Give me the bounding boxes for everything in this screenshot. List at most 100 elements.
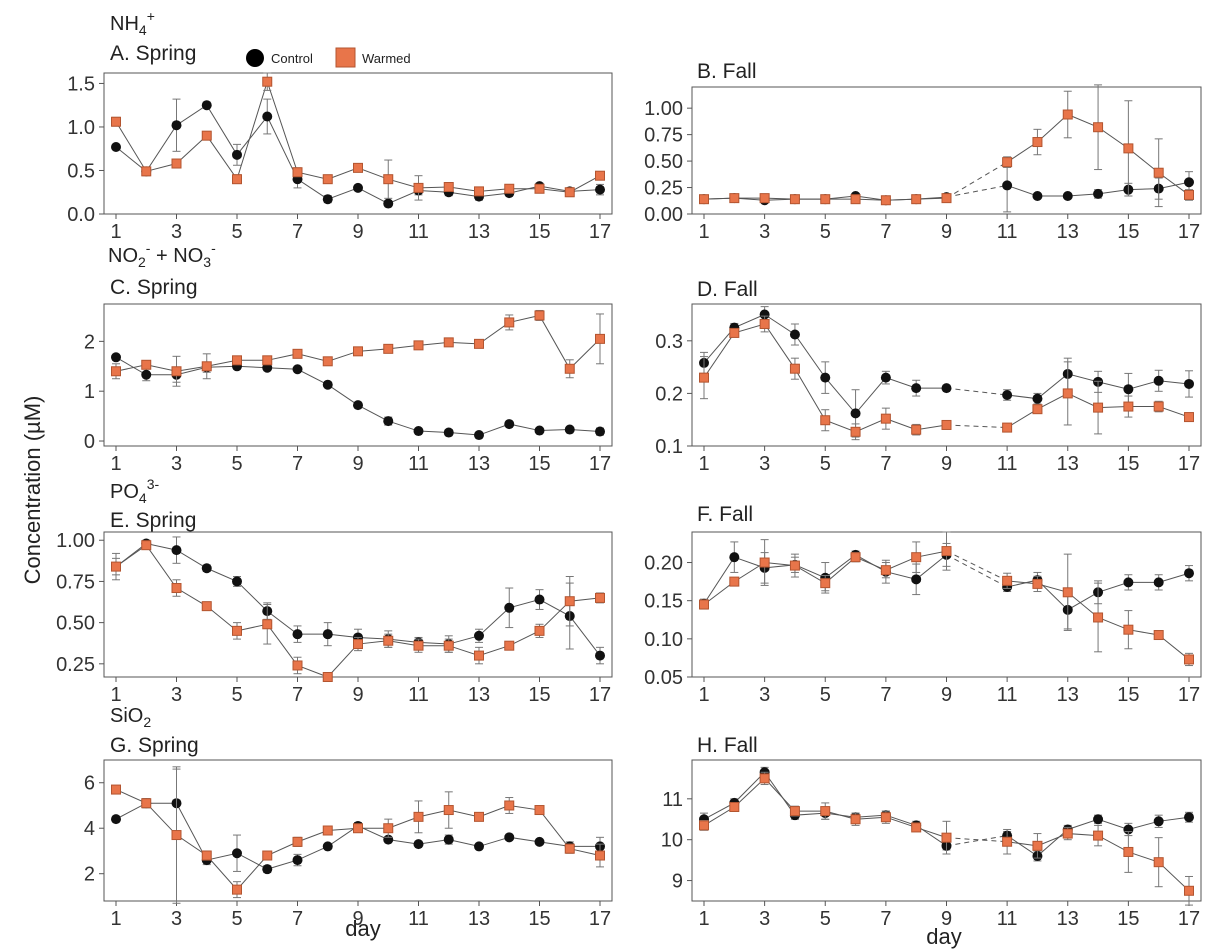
y-tick-label: 0.50 [56, 613, 95, 635]
warmed-point [729, 327, 740, 338]
warmed-series-line [115, 544, 601, 678]
control-point [1184, 378, 1194, 389]
warmed-point [534, 310, 545, 321]
x-tick-label: 7 [292, 684, 303, 706]
warmed-point [759, 773, 770, 784]
x-tick-label: 17 [589, 453, 611, 475]
control-point [413, 839, 424, 850]
warmed-point [383, 343, 394, 354]
x-tick-label: 11 [408, 908, 429, 930]
control-point [759, 309, 770, 320]
warmed-point [232, 884, 242, 895]
control-point [1093, 814, 1104, 825]
x-tick-label: 9 [352, 221, 363, 243]
warmed-series-line [703, 113, 1190, 201]
x-tick-label: 17 [589, 908, 611, 930]
y-tick-label: 0 [84, 431, 95, 453]
x-tick-label: 3 [759, 684, 770, 706]
control-point [504, 832, 515, 843]
warmed-point [699, 372, 709, 383]
panel-title: C. Spring [110, 276, 198, 299]
warmed-point [322, 825, 333, 836]
warmed-point [564, 843, 575, 854]
warmed-point [1153, 857, 1164, 868]
legend-control-label: Control [271, 51, 313, 66]
y-tick-label: 9 [672, 871, 683, 893]
plot-frame [103, 531, 613, 678]
panel-title: D. Fall [697, 278, 758, 301]
warmed-point [413, 640, 424, 651]
y-tick-label: 1.00 [644, 98, 683, 120]
x-tick-label: 5 [231, 908, 242, 930]
warmed-point [1123, 401, 1134, 412]
control-point [1123, 384, 1134, 395]
warmed-point [474, 338, 484, 349]
x-tick-label: 3 [171, 684, 182, 706]
x-tick-label: 1 [110, 684, 121, 706]
control-gap-line [946, 835, 1008, 847]
control-point [383, 416, 394, 427]
nutrient-label-no2-no3: NO2- + NO3- [108, 240, 216, 270]
warmed-point [729, 576, 740, 587]
x-tick-label: 15 [1117, 453, 1139, 475]
warmed-point [759, 318, 770, 329]
control-point [729, 552, 740, 563]
control-point [232, 149, 242, 160]
warmed-point [1032, 404, 1043, 415]
control-point [1093, 188, 1104, 199]
x-tick-label: 7 [880, 453, 891, 475]
warmed-point [820, 194, 831, 205]
warmed-point [911, 194, 922, 205]
control-point [1184, 177, 1194, 188]
warmed-point [534, 625, 545, 636]
warmed-point [353, 823, 363, 834]
legend: Control Warmed [246, 47, 411, 68]
control-series-line [115, 802, 600, 870]
warmed-point [1002, 157, 1013, 168]
control-point [353, 400, 363, 411]
x-tick-label: 17 [1178, 221, 1200, 243]
control-point [820, 372, 831, 383]
warmed-point [880, 413, 891, 424]
warmed-point [850, 814, 861, 825]
warmed-point [141, 540, 152, 551]
x-tick-label: 1 [110, 221, 121, 243]
warmed-point [171, 830, 182, 841]
x-tick-label: 1 [698, 908, 709, 930]
control-point [111, 814, 121, 825]
nutrient-label-sio2: SiO2 [110, 705, 151, 730]
x-tick-label: 13 [1057, 453, 1079, 475]
warmed-point [353, 162, 363, 173]
warmed-point [699, 194, 709, 205]
warmed-point [474, 186, 484, 197]
control-point [262, 111, 273, 122]
warmed-point [171, 583, 182, 594]
warmed-point [880, 565, 891, 576]
x-tick-label: 15 [528, 684, 550, 706]
warmed-gap-line [946, 424, 1008, 429]
warmed-point [201, 130, 212, 141]
y-tick-label: 0.2 [655, 383, 683, 405]
warmed-point [1002, 836, 1013, 847]
warmed-point [789, 363, 800, 374]
x-tick-label: 7 [880, 221, 891, 243]
warmed-point [1032, 578, 1043, 589]
y-tick-label: 0.05 [644, 667, 683, 689]
x-tick-label: 9 [941, 221, 952, 243]
warmed-point [1062, 587, 1073, 598]
x-tick-label: 7 [880, 908, 891, 930]
warmed-point [1184, 654, 1194, 665]
x-tick-label: 3 [759, 221, 770, 243]
warmed-point [850, 194, 861, 205]
warmed-point [474, 650, 484, 661]
warmed-gap-line [946, 161, 1008, 199]
control-point [850, 408, 861, 419]
control-point [1002, 389, 1013, 400]
x-tick-label: 9 [352, 684, 363, 706]
x-tick-label: 1 [698, 221, 709, 243]
panel-title: E. Spring [110, 509, 196, 532]
